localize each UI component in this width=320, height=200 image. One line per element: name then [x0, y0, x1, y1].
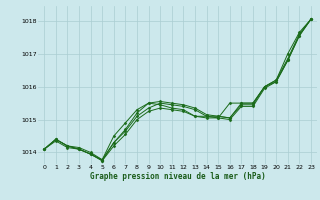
X-axis label: Graphe pression niveau de la mer (hPa): Graphe pression niveau de la mer (hPa)	[90, 172, 266, 181]
